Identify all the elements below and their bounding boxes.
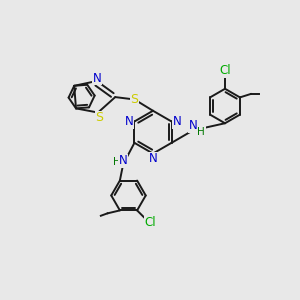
Text: Cl: Cl (219, 64, 231, 77)
Text: S: S (95, 111, 104, 124)
Text: N: N (119, 154, 128, 167)
Text: N: N (148, 152, 157, 165)
Text: N: N (125, 115, 134, 128)
Text: H: H (113, 157, 121, 167)
Text: H: H (197, 127, 205, 137)
Text: Cl: Cl (144, 216, 156, 229)
Text: N: N (172, 115, 181, 128)
Text: N: N (188, 119, 197, 132)
Text: N: N (93, 72, 102, 85)
Text: S: S (130, 93, 139, 106)
